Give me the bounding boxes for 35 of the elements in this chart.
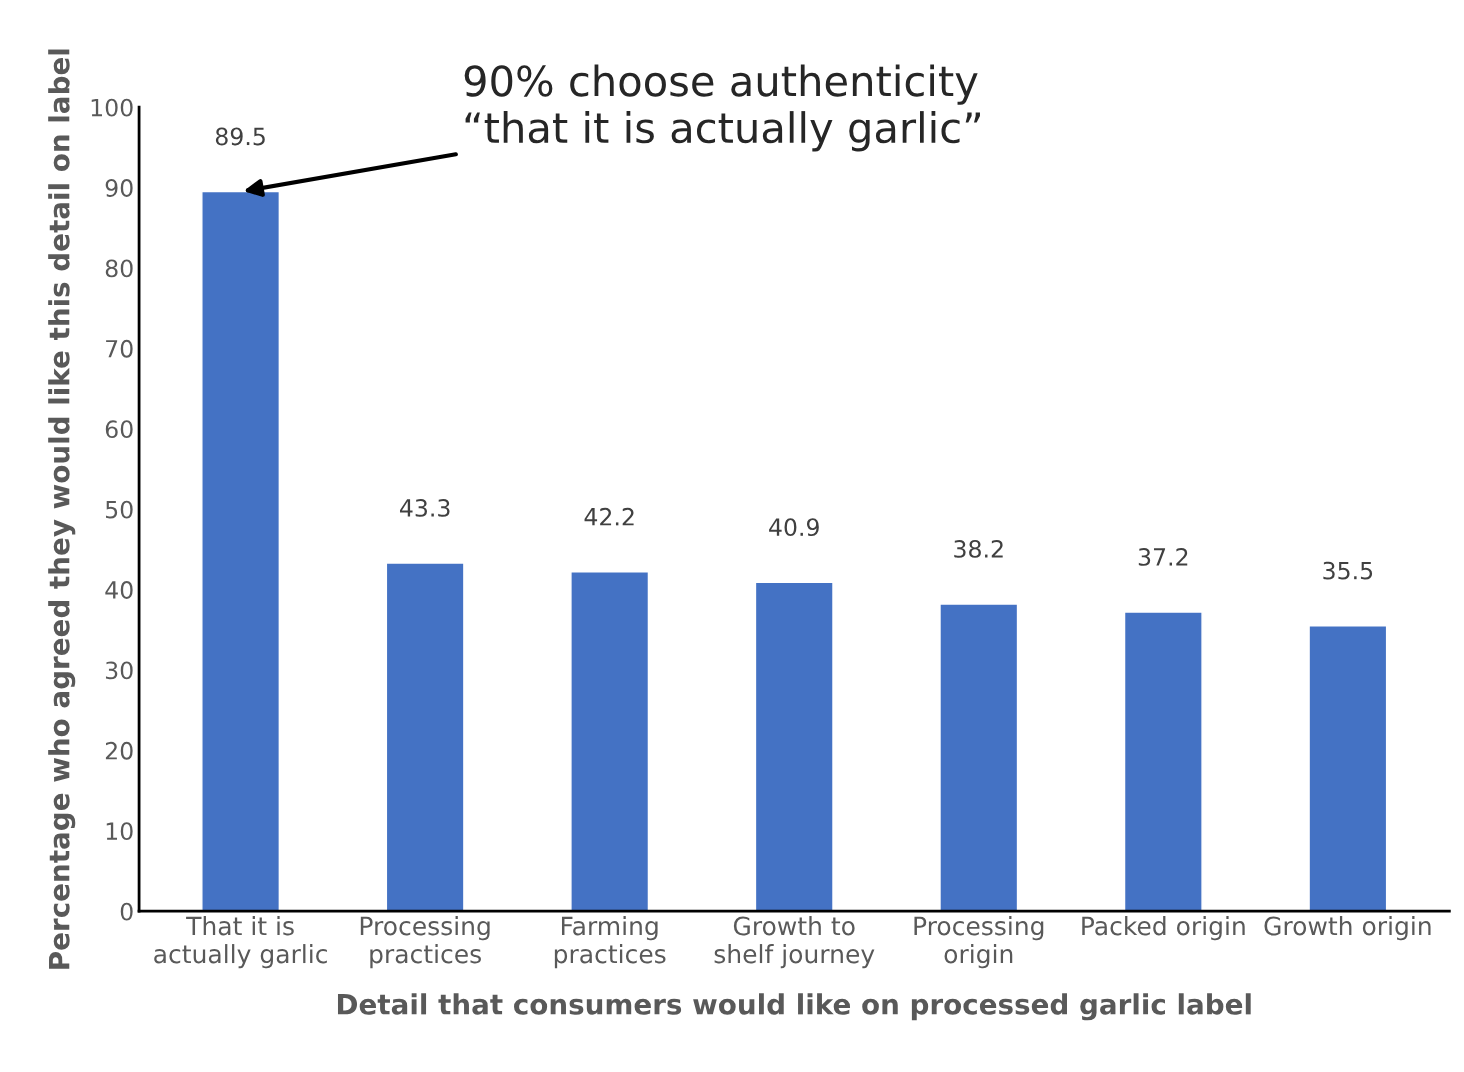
y-tick-label: 60 bbox=[105, 420, 133, 439]
y-tick-label: 100 bbox=[91, 98, 133, 117]
data-label: 38.2 bbox=[954, 539, 1003, 558]
y-tick-label: 10 bbox=[106, 822, 133, 841]
y-axis-title: Percentage who agreed they would like this detail on label bbox=[48, 49, 76, 969]
x-axis-title: Detail that consumers would like on processed garlic label bbox=[337, 993, 1251, 1021]
bar bbox=[939, 603, 1019, 912]
y-tick-label: 50 bbox=[106, 500, 133, 519]
x-tick-label: Processing origin bbox=[914, 916, 1044, 969]
bar bbox=[570, 571, 650, 912]
y-tick-label: 0 bbox=[120, 902, 133, 921]
x-tick-label: That it is actually garlic bbox=[154, 916, 327, 969]
annotation: 90% choose authenticity “that it is actually garlic” bbox=[464, 64, 980, 152]
data-label: 42.2 bbox=[584, 507, 634, 526]
data-label: 35.5 bbox=[1323, 561, 1373, 580]
data-label: 37.2 bbox=[1138, 548, 1188, 566]
x-tick-label: Packed origin bbox=[1082, 916, 1245, 941]
x-tick-label: Growth origin bbox=[1264, 916, 1431, 941]
bar bbox=[1123, 611, 1203, 912]
bar bbox=[201, 190, 281, 912]
y-tick-label: 70 bbox=[106, 339, 133, 358]
bar bbox=[754, 581, 834, 912]
y-tick-label: 40 bbox=[105, 581, 133, 599]
y-tick-label: 90 bbox=[105, 179, 133, 197]
x-tick-label: Farming practices bbox=[554, 916, 666, 969]
data-label: 40.9 bbox=[769, 518, 819, 537]
y-tick-label: 20 bbox=[105, 741, 133, 760]
x-tick-label: Processing practices bbox=[360, 916, 490, 969]
data-label: 43.3 bbox=[400, 498, 450, 517]
y-tick-label: 80 bbox=[105, 259, 133, 278]
y-tick-label: 30 bbox=[105, 661, 133, 680]
bar bbox=[385, 562, 465, 912]
data-label: 89.5 bbox=[215, 127, 265, 146]
x-tick-label: Growth to shelf journey bbox=[714, 916, 875, 969]
bar bbox=[1308, 625, 1388, 912]
